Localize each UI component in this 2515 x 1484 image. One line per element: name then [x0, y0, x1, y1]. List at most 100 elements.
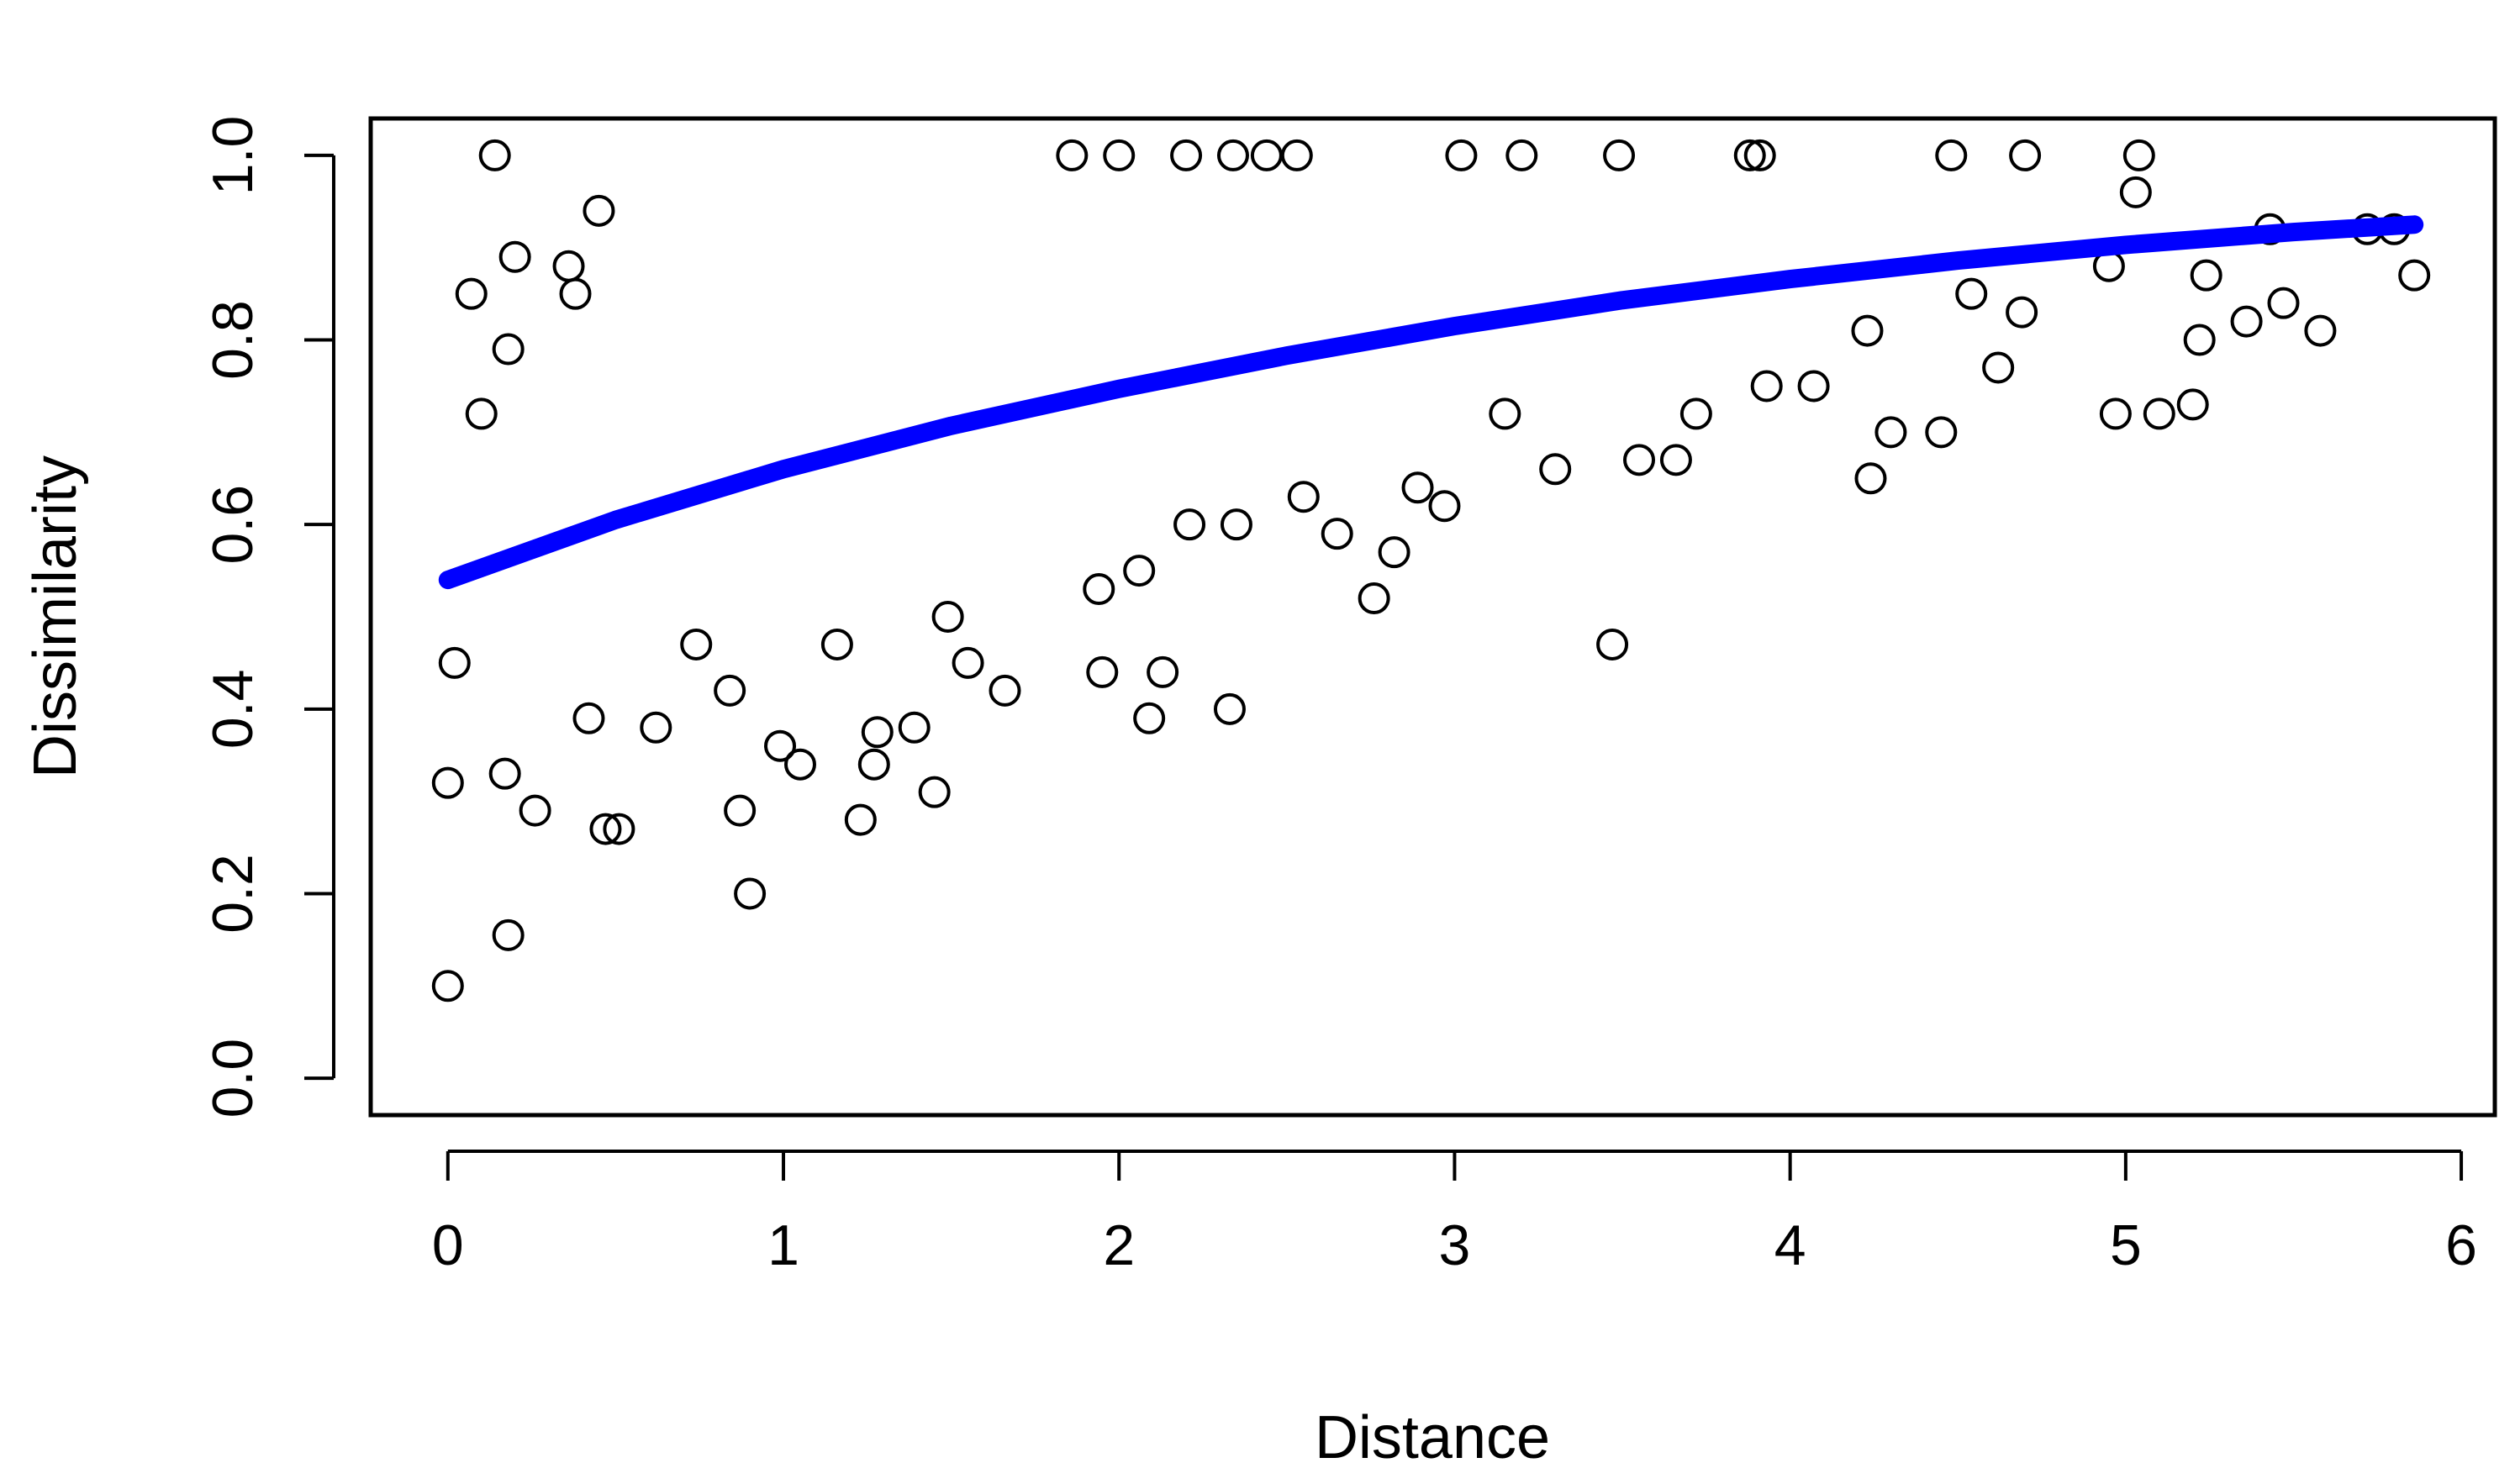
data-point: [488, 757, 521, 790]
y-tick-label: 0.4: [201, 670, 265, 750]
x-tick-label: 3: [1439, 1213, 1471, 1277]
x-tick-label: 1: [767, 1213, 799, 1277]
x-tick-label: 2: [1103, 1213, 1135, 1277]
data-point: [1659, 444, 1692, 476]
data-point: [1982, 351, 2015, 384]
data-point: [1445, 139, 1478, 171]
data-point: [680, 628, 713, 660]
data-point: [640, 711, 672, 744]
data-point: [764, 729, 797, 762]
data-point: [2099, 397, 2132, 430]
data-point: [1173, 508, 1206, 541]
data-point: [431, 970, 464, 1002]
data-point: [552, 250, 585, 282]
data-point: [2398, 259, 2431, 292]
data-point: [1147, 655, 1179, 688]
x-tick-label: 6: [2445, 1213, 2477, 1277]
data-point: [989, 674, 1021, 707]
data-point: [1220, 508, 1252, 541]
data-point: [1250, 139, 1283, 171]
data-point: [1596, 628, 1629, 660]
data-point: [820, 628, 853, 660]
data-point: [861, 716, 894, 749]
data-point: [1086, 655, 1119, 688]
data-point: [1083, 573, 1115, 606]
x-tick-label: 4: [1774, 1213, 1806, 1277]
data-point: [1854, 462, 1887, 495]
data-point: [1750, 370, 1783, 403]
y-tick-label: 0.2: [201, 854, 265, 934]
data-point: [583, 194, 615, 227]
fit-line: [438, 215, 2424, 590]
data-point: [1378, 536, 1410, 569]
data-point: [519, 794, 551, 827]
data-point: [844, 803, 877, 836]
data-point: [1935, 139, 1968, 171]
data-point: [1505, 139, 1538, 171]
data-point: [478, 139, 511, 171]
data-point: [603, 813, 635, 845]
data-point: [952, 646, 984, 679]
data-point: [431, 766, 464, 799]
plot-frame: [368, 116, 2497, 1118]
data-point: [2190, 259, 2222, 292]
data-point: [857, 748, 890, 781]
data-point: [1925, 416, 1958, 449]
data-point: [1489, 397, 1521, 430]
data-point: [1133, 702, 1166, 734]
data-point: [2176, 388, 2209, 421]
data-point: [1213, 692, 1246, 725]
data-point: [1123, 555, 1156, 587]
data-point: [1955, 277, 1988, 310]
data-point: [1851, 314, 1884, 347]
data-point: [1170, 139, 1203, 171]
data-point: [2119, 176, 2152, 208]
data-point: [2143, 397, 2175, 430]
data-point: [1743, 139, 1776, 171]
data-point: [724, 794, 757, 827]
data-point: [2183, 324, 2216, 356]
data-point: [498, 240, 531, 273]
data-point: [559, 277, 592, 310]
data-point: [455, 277, 488, 310]
data-point: [714, 674, 746, 707]
data-point: [898, 711, 931, 744]
data-point: [1056, 139, 1089, 171]
data-point: [1358, 582, 1390, 615]
data-point: [1280, 139, 1313, 171]
data-point: [2009, 139, 2042, 171]
x-tick-label: 5: [2110, 1213, 2142, 1277]
data-point: [1216, 139, 1249, 171]
data-point: [2122, 139, 2155, 171]
data-point: [783, 748, 816, 781]
data-point: [1103, 139, 1136, 171]
data-point: [1539, 453, 1572, 486]
data-point: [1401, 471, 1434, 504]
data-point: [2267, 287, 2300, 319]
data-point: [492, 333, 525, 366]
data-point: [2304, 314, 2337, 347]
data-point: [931, 601, 964, 633]
data-point: [1679, 397, 1712, 430]
y-tick-label: 0.8: [201, 300, 265, 380]
y-tick-label: 1.0: [201, 116, 265, 196]
data-point: [1321, 518, 1353, 550]
data-point: [918, 776, 951, 808]
data-point: [438, 646, 471, 679]
data-point: [1287, 481, 1320, 513]
y-axis-title: Dissimilarity: [22, 455, 89, 778]
data-point: [492, 918, 525, 951]
x-axis: 0 1 2 3 4 5 6: [432, 1150, 2477, 1277]
x-axis-title: Distance: [1315, 1404, 1550, 1471]
y-axis: 0.0 0.2 0.4 0.6 0.8 1.0: [201, 116, 335, 1118]
data-point: [2006, 296, 2038, 329]
points-layer: [431, 139, 2431, 1002]
data-point: [1733, 139, 1766, 171]
y-tick-label: 0.0: [201, 1039, 265, 1118]
fit-line-layer: [438, 215, 2424, 590]
data-point: [589, 813, 622, 845]
data-point: [572, 702, 605, 734]
data-point: [1797, 370, 1830, 403]
